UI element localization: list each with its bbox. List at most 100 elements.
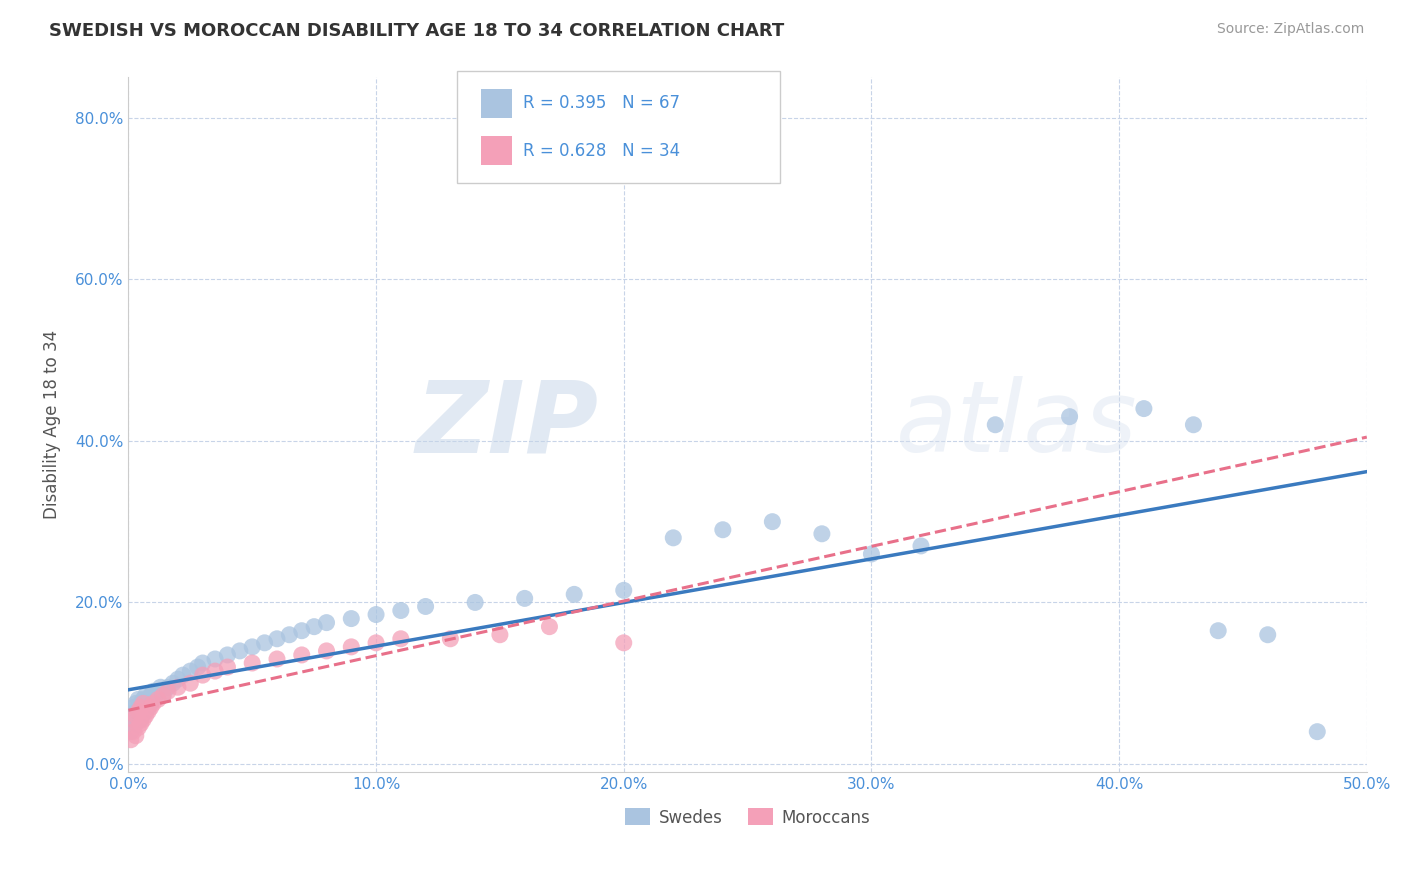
Y-axis label: Disability Age 18 to 34: Disability Age 18 to 34 [44, 330, 60, 519]
Point [156, 680, 179, 694]
Point [172, 668, 194, 682]
Point [127, 705, 149, 719]
Point [127, 700, 149, 714]
Point [146, 684, 169, 698]
Point [179, 664, 201, 678]
Point [984, 417, 1007, 432]
Point [439, 632, 461, 646]
Point [167, 672, 190, 686]
Legend: Swedes, Moroccans: Swedes, Moroccans [619, 802, 876, 833]
Point [315, 615, 337, 630]
Point [1306, 724, 1329, 739]
Point [142, 692, 165, 706]
Point [125, 697, 148, 711]
Point [122, 708, 145, 723]
Point [191, 656, 214, 670]
Point [146, 692, 169, 706]
Point [389, 632, 412, 646]
Point [364, 636, 387, 650]
Point [129, 716, 152, 731]
Point [340, 640, 363, 654]
Point [120, 713, 142, 727]
Point [132, 713, 155, 727]
Point [266, 632, 288, 646]
Point [278, 628, 301, 642]
Point [217, 660, 239, 674]
Point [129, 713, 152, 727]
Text: atlas: atlas [896, 376, 1137, 474]
Point [135, 705, 157, 719]
Point [229, 644, 252, 658]
Point [152, 689, 174, 703]
Point [145, 689, 167, 703]
Point [179, 676, 201, 690]
Point [1059, 409, 1081, 424]
Point [122, 724, 145, 739]
Point [122, 721, 145, 735]
Point [125, 729, 148, 743]
Point [132, 697, 155, 711]
Point [613, 583, 636, 598]
Point [152, 689, 174, 703]
Point [142, 697, 165, 711]
Text: R = 0.628   N = 34: R = 0.628 N = 34 [523, 142, 681, 160]
Point [1182, 417, 1205, 432]
Point [122, 700, 145, 714]
Point [464, 595, 486, 609]
Point [135, 689, 157, 703]
Point [156, 684, 179, 698]
Point [136, 692, 159, 706]
Point [127, 721, 149, 735]
Point [1206, 624, 1229, 638]
Point [204, 652, 226, 666]
Point [389, 603, 412, 617]
Point [613, 636, 636, 650]
Point [167, 680, 190, 694]
Text: SWEDISH VS MOROCCAN DISABILITY AGE 18 TO 34 CORRELATION CHART: SWEDISH VS MOROCCAN DISABILITY AGE 18 TO… [49, 22, 785, 40]
Point [240, 640, 263, 654]
Point [711, 523, 734, 537]
Point [340, 611, 363, 625]
Point [860, 547, 883, 561]
Point [240, 656, 263, 670]
Point [136, 700, 159, 714]
Point [1257, 628, 1279, 642]
Point [120, 732, 142, 747]
Point [162, 676, 184, 690]
Point [129, 705, 152, 719]
Point [125, 716, 148, 731]
Point [127, 692, 149, 706]
Point [139, 697, 162, 711]
Point [132, 700, 155, 714]
Point [291, 624, 314, 638]
Point [125, 708, 148, 723]
Point [129, 700, 152, 714]
Point [217, 648, 239, 662]
Point [910, 539, 932, 553]
Point [191, 668, 214, 682]
Point [662, 531, 685, 545]
Point [149, 680, 172, 694]
Point [811, 526, 834, 541]
Point [253, 636, 276, 650]
Point [187, 660, 209, 674]
Point [291, 648, 314, 662]
Point [204, 664, 226, 678]
Point [122, 713, 145, 727]
Text: R = 0.395   N = 67: R = 0.395 N = 67 [523, 95, 681, 112]
Point [135, 697, 157, 711]
Point [129, 697, 152, 711]
Point [120, 724, 142, 739]
Point [132, 692, 155, 706]
Point [315, 644, 337, 658]
Point [136, 705, 159, 719]
Point [125, 705, 148, 719]
Text: ZIP: ZIP [416, 376, 599, 474]
Point [266, 652, 288, 666]
Point [142, 684, 165, 698]
Point [513, 591, 536, 606]
Point [364, 607, 387, 622]
Point [135, 708, 157, 723]
Point [761, 515, 783, 529]
Point [1133, 401, 1156, 416]
